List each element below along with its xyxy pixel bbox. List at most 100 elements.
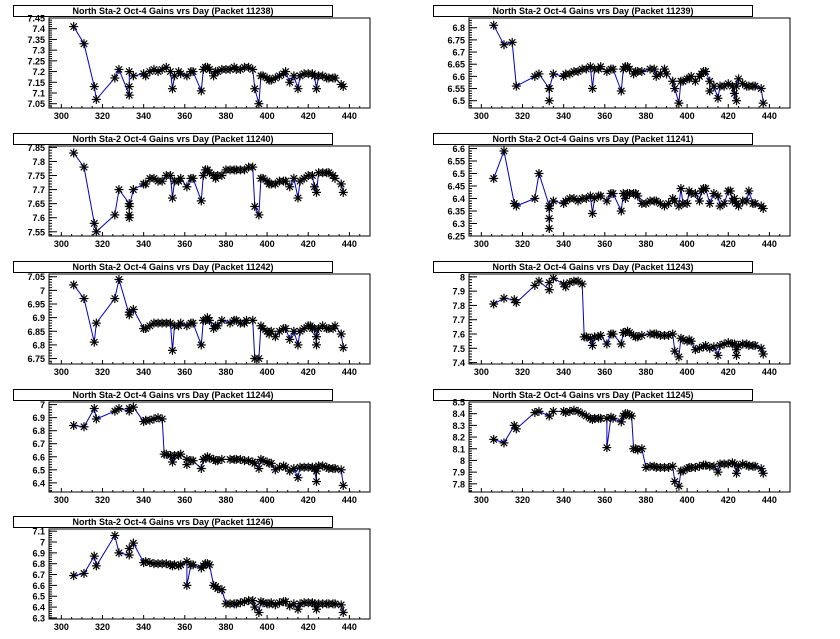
y-tick-label: 6.4: [32, 478, 45, 488]
data-point: [668, 461, 678, 471]
data-point: [89, 551, 99, 561]
y-tick-label: 7.9: [452, 287, 465, 297]
data-point: [128, 402, 138, 412]
data-point: [167, 84, 177, 94]
data-point: [69, 571, 79, 581]
data-point: [165, 67, 175, 77]
x-tick-label: 380: [638, 111, 653, 121]
data-point: [250, 201, 260, 211]
x-tick-label: 360: [177, 111, 192, 121]
x-tick-label: 400: [260, 111, 275, 121]
data-point: [548, 196, 558, 206]
x-tick-label: 420: [301, 367, 316, 377]
data-point: [128, 185, 138, 195]
data-point: [627, 411, 637, 421]
data-point: [128, 304, 138, 314]
data-point: [79, 568, 89, 578]
data-point: [176, 173, 186, 183]
data-point: [715, 340, 725, 350]
data-point: [585, 191, 595, 201]
y-tick-label: 7.9: [452, 468, 465, 478]
data-point: [499, 293, 509, 303]
data-point: [668, 329, 678, 339]
chart-panel-11241: North Sta-2 Oct-4 Gains vrs Day (Packet …: [420, 128, 840, 256]
data-point: [250, 602, 260, 612]
data-point: [188, 456, 198, 466]
data-point: [499, 146, 509, 156]
chart-panel-11238: North Sta-2 Oct-4 Gains vrs Day (Packet …: [0, 0, 420, 128]
y-tick-label: 6.9: [32, 548, 45, 558]
data-point: [670, 476, 680, 486]
data-point: [217, 315, 227, 325]
data-point: [196, 196, 206, 206]
data-point: [336, 600, 346, 610]
data-point: [719, 199, 729, 208]
data-point: [281, 176, 291, 186]
data-point: [587, 209, 597, 218]
data-point: [682, 199, 692, 208]
y-tick-label: 6.4: [452, 194, 465, 204]
y-tick-label: 7.85: [27, 143, 45, 153]
y-tick-label: 7.1: [32, 527, 45, 537]
data-point: [489, 299, 499, 309]
data-point: [114, 548, 124, 558]
plot-area: 300 320 340 360 380 400 420 440 6.5 6.55 6.6 6.65 6.…: [447, 17, 791, 121]
x-tick-label: 320: [95, 495, 110, 505]
data-point: [167, 193, 177, 203]
y-tick-label: 6.55: [447, 84, 465, 94]
data-point: [176, 69, 186, 79]
y-tick-label: 6.75: [27, 354, 45, 364]
data-point: [244, 62, 254, 72]
data-point: [723, 338, 733, 348]
data-point: [205, 64, 214, 74]
data-point: [285, 334, 295, 344]
y-tick-label: 7.05: [27, 272, 45, 282]
data-point: [188, 560, 198, 570]
data-point: [79, 39, 89, 49]
data-point: [312, 340, 321, 350]
data-point: [141, 324, 151, 334]
data-point: [694, 196, 704, 206]
data-point: [205, 315, 214, 325]
data-point: [674, 352, 684, 362]
data-point: [254, 464, 264, 474]
x-tick-label: 340: [556, 367, 571, 377]
chart-panel-11240: North Sta-2 Oct-4 Gains vrs Day (Packet …: [0, 128, 420, 256]
x-tick-label: 420: [301, 239, 316, 249]
data-point: [511, 201, 521, 211]
data-point: [254, 99, 264, 109]
x-tick-label: 340: [136, 239, 151, 249]
series-line: [493, 149, 764, 229]
chart-title: North Sta-2 Oct-4 Gains vrs Day (Packet …: [433, 389, 753, 401]
data-point: [651, 329, 661, 339]
y-tick-label: 7.75: [27, 171, 45, 181]
y-tick-label: 8: [460, 456, 465, 466]
y-tick-label: 7.7: [32, 185, 45, 195]
x-tick-label: 400: [260, 622, 275, 632]
x-tick-label: 300: [474, 367, 489, 377]
x-tick-label: 320: [515, 111, 530, 121]
x-tick-label: 380: [218, 495, 233, 505]
data-point: [544, 96, 554, 106]
data-point: [701, 67, 711, 77]
data-point: [330, 73, 340, 83]
data-point: [676, 184, 686, 193]
data-point: [285, 77, 295, 87]
x-tick-label: 360: [177, 622, 192, 632]
data-point: [732, 96, 741, 106]
x-tick-label: 360: [597, 111, 612, 121]
data-point: [674, 481, 684, 491]
data-point: [141, 179, 151, 189]
data-point: [616, 206, 626, 216]
x-tick-label: 440: [342, 111, 357, 121]
data-point: [587, 84, 597, 94]
data-point: [167, 345, 177, 355]
x-tick-label: 440: [342, 239, 357, 249]
data-point: [110, 210, 120, 220]
x-tick-label: 360: [177, 495, 192, 505]
x-tick-label: 340: [136, 495, 151, 505]
x-tick-label: 320: [95, 239, 110, 249]
data-point: [188, 318, 198, 328]
x-tick-label: 320: [515, 367, 530, 377]
chart-panel-11239: North Sta-2 Oct-4 Gains vrs Day (Packet …: [420, 0, 840, 128]
